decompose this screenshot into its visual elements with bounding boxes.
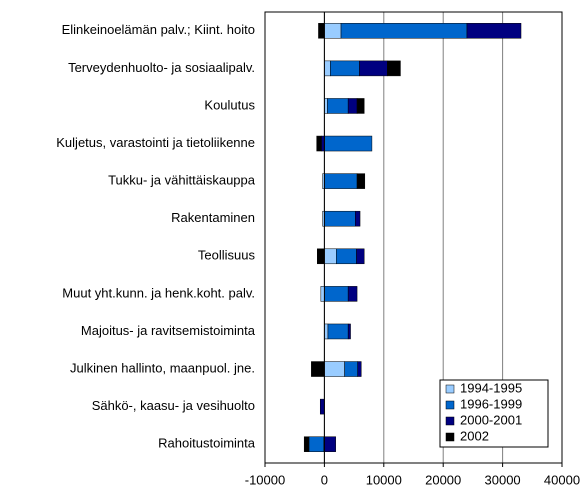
bar-segment xyxy=(359,60,388,77)
bar-segment xyxy=(324,323,329,340)
y-tick-label: Teollisuus xyxy=(198,248,256,263)
legend-swatch xyxy=(445,416,455,426)
bar-segment xyxy=(344,361,358,377)
bar-segment xyxy=(317,248,325,265)
bar-segment xyxy=(340,23,468,39)
legend-swatch xyxy=(445,400,455,410)
bar-segment xyxy=(324,286,349,302)
x-tick-label: 30000 xyxy=(485,472,521,487)
y-tick-label: Kuljetus, varastointi ja tietoliikenne xyxy=(56,135,255,150)
bar-segment xyxy=(356,173,366,189)
y-tick-label: Rahoitustoiminta xyxy=(158,436,256,451)
bar-segment xyxy=(311,361,325,377)
bar-segment xyxy=(319,398,325,415)
y-tick-label: Elinkeinoelämän palv.; Kiint. hoito xyxy=(62,22,255,37)
legend-label: 2002 xyxy=(460,428,489,443)
y-tick-label: Sähkö-, kaasu- ja vesihuolto xyxy=(92,398,255,413)
y-tick-label: Terveydenhuolto- ja sosiaalipalv. xyxy=(68,60,255,75)
legend-box xyxy=(439,379,549,448)
legend-swatch xyxy=(445,384,455,394)
plot-border xyxy=(264,11,563,464)
bar-segment xyxy=(324,210,356,227)
legend-label: 1994-1995 xyxy=(460,380,522,395)
bar-segment xyxy=(347,323,351,340)
x-tick-label: 40000 xyxy=(544,472,580,487)
bar-segment xyxy=(330,60,360,77)
bar-segment xyxy=(347,98,358,114)
x-tick-label: 20000 xyxy=(425,472,461,487)
bar-segment xyxy=(324,135,373,152)
bar-segment xyxy=(308,436,325,452)
bar-segment xyxy=(316,135,322,152)
bar-segment xyxy=(303,436,310,452)
bar-segment xyxy=(336,248,357,265)
y-tick-label: Muut yht.kunn. ja henk.koht. palv. xyxy=(62,285,255,300)
bar-segment xyxy=(357,361,362,377)
bar-segment xyxy=(347,286,358,302)
x-tick-label: 0 xyxy=(321,472,328,487)
legend-swatch xyxy=(445,432,455,442)
y-tick-label: Julkinen hallinto, maanpuol. jne. xyxy=(70,360,255,375)
bar-segment xyxy=(327,323,349,340)
bar-segment xyxy=(324,173,358,189)
x-tick-label: 10000 xyxy=(366,472,402,487)
bar-segment xyxy=(356,98,365,114)
bar-segment xyxy=(327,98,349,114)
bar-segment xyxy=(318,23,325,39)
bar-segment xyxy=(324,436,336,452)
x-tick-label: -10000 xyxy=(245,472,285,487)
bar-segment xyxy=(320,286,325,302)
bar-segment xyxy=(356,248,365,265)
bar-segment xyxy=(355,210,361,227)
y-tick-label: Koulutus xyxy=(204,97,255,112)
y-tick-label: Tukku- ja vähittäiskauppa xyxy=(108,173,256,188)
bar-segment xyxy=(466,23,522,39)
bar-segment xyxy=(324,60,331,77)
bar-segment xyxy=(324,361,345,377)
bar-segment xyxy=(324,248,337,265)
y-tick-label: Rakentaminen xyxy=(171,210,255,225)
bar-segment xyxy=(387,60,401,77)
legend-label: 1996-1999 xyxy=(460,396,522,411)
y-tick-label: Majoitus- ja ravitsemistoiminta xyxy=(81,323,256,338)
bar-segment xyxy=(324,23,342,39)
legend-label: 2000-2001 xyxy=(460,412,522,427)
